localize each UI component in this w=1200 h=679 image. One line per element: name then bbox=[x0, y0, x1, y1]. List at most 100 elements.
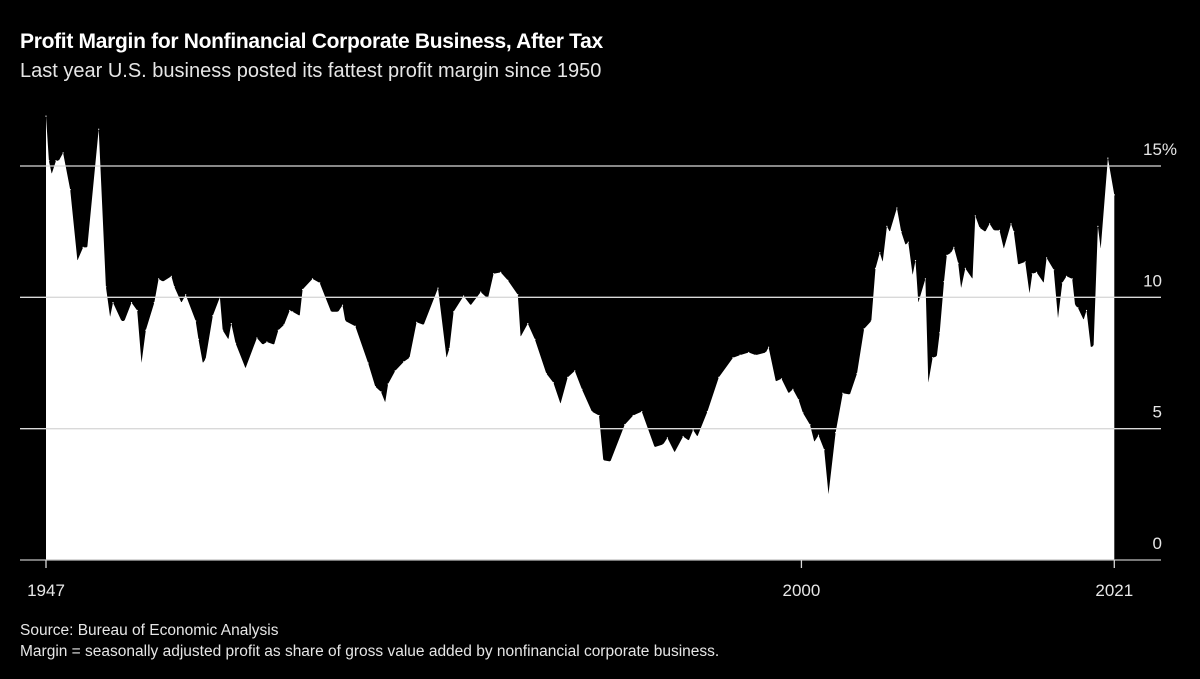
data-point bbox=[989, 223, 991, 225]
data-point bbox=[936, 355, 938, 357]
profit-margin-area bbox=[46, 116, 1115, 560]
data-point bbox=[384, 401, 386, 403]
data-point bbox=[277, 329, 279, 331]
data-point bbox=[1053, 269, 1055, 271]
data-point bbox=[662, 443, 664, 445]
x-tick-label: 1947 bbox=[27, 581, 65, 600]
data-point bbox=[109, 316, 111, 318]
data-point bbox=[998, 229, 1001, 231]
data-point bbox=[534, 338, 536, 340]
data-point bbox=[273, 344, 275, 346]
data-point bbox=[448, 348, 450, 350]
data-point bbox=[1065, 275, 1068, 277]
data-point bbox=[319, 282, 321, 284]
data-point bbox=[1061, 282, 1063, 284]
data-point bbox=[69, 189, 71, 191]
data-point bbox=[202, 362, 204, 364]
data-point bbox=[1097, 225, 1099, 227]
data-point bbox=[487, 298, 489, 300]
data-point bbox=[195, 320, 197, 322]
data-point bbox=[292, 311, 294, 313]
data-point bbox=[136, 309, 138, 312]
y-tick-label: 0 bbox=[1153, 534, 1162, 553]
data-point bbox=[408, 357, 411, 359]
data-point bbox=[337, 311, 339, 313]
data-point bbox=[130, 302, 133, 304]
data-point bbox=[823, 449, 825, 451]
data-point bbox=[520, 336, 522, 338]
data-point bbox=[463, 295, 465, 297]
data-point bbox=[123, 320, 125, 322]
data-point bbox=[692, 429, 694, 431]
data-point bbox=[842, 392, 844, 394]
data-point bbox=[58, 160, 60, 162]
data-point bbox=[927, 382, 929, 384]
data-point bbox=[256, 337, 258, 339]
data-point bbox=[1057, 317, 1059, 319]
data-point bbox=[688, 439, 690, 442]
data-point bbox=[780, 378, 783, 380]
data-point bbox=[886, 225, 888, 227]
data-point bbox=[739, 354, 741, 356]
data-point bbox=[493, 273, 495, 275]
data-point bbox=[266, 341, 268, 343]
data-point bbox=[870, 320, 872, 322]
data-point bbox=[932, 357, 934, 359]
data-point bbox=[798, 399, 800, 401]
data-point bbox=[813, 441, 815, 443]
data-point bbox=[330, 311, 332, 313]
data-point bbox=[809, 424, 811, 426]
data-point bbox=[732, 357, 734, 359]
data-point bbox=[230, 323, 232, 325]
data-point bbox=[706, 411, 709, 413]
data-point bbox=[262, 344, 264, 346]
data-point bbox=[289, 309, 291, 312]
data-point bbox=[654, 446, 656, 448]
data-point bbox=[602, 459, 604, 461]
data-point bbox=[827, 493, 830, 495]
data-point bbox=[205, 358, 207, 360]
data-point bbox=[507, 279, 509, 281]
data-point bbox=[993, 229, 995, 231]
data-point bbox=[971, 278, 974, 280]
data-point bbox=[591, 411, 593, 413]
data-point bbox=[387, 383, 389, 385]
data-point bbox=[48, 160, 50, 162]
data-point bbox=[302, 288, 304, 291]
data-point bbox=[527, 323, 529, 325]
data-point bbox=[802, 412, 804, 414]
data-point bbox=[344, 320, 346, 322]
data-point bbox=[792, 388, 794, 390]
data-point bbox=[1074, 304, 1076, 306]
data-point bbox=[197, 338, 200, 340]
data-point bbox=[173, 286, 175, 288]
data-point bbox=[185, 294, 187, 296]
data-point bbox=[924, 278, 927, 280]
data-point bbox=[1090, 346, 1092, 348]
data-point bbox=[222, 329, 224, 331]
data-point bbox=[856, 372, 858, 375]
data-point bbox=[1028, 292, 1031, 294]
data-point bbox=[470, 304, 472, 306]
data-point bbox=[900, 231, 902, 233]
data-point bbox=[666, 437, 669, 439]
data-point bbox=[212, 315, 214, 317]
chart-subtitle: Last year U.S. business posted its fatte… bbox=[20, 60, 602, 82]
data-point bbox=[380, 391, 382, 393]
data-point bbox=[1013, 231, 1015, 233]
data-point bbox=[227, 338, 229, 340]
data-point bbox=[374, 386, 376, 388]
data-point bbox=[145, 329, 147, 331]
data-point bbox=[849, 393, 851, 396]
data-point bbox=[120, 320, 123, 322]
data-point bbox=[914, 260, 917, 262]
data-point bbox=[624, 424, 626, 426]
data-point bbox=[953, 246, 955, 248]
data-point bbox=[403, 361, 405, 363]
data-point bbox=[567, 376, 569, 378]
chart-title: Profit Margin for Nonfinancial Corporate… bbox=[20, 30, 603, 53]
x-tick-label: 2000 bbox=[783, 581, 821, 600]
data-point bbox=[86, 246, 88, 248]
data-point bbox=[545, 372, 547, 375]
data-point bbox=[682, 435, 684, 438]
